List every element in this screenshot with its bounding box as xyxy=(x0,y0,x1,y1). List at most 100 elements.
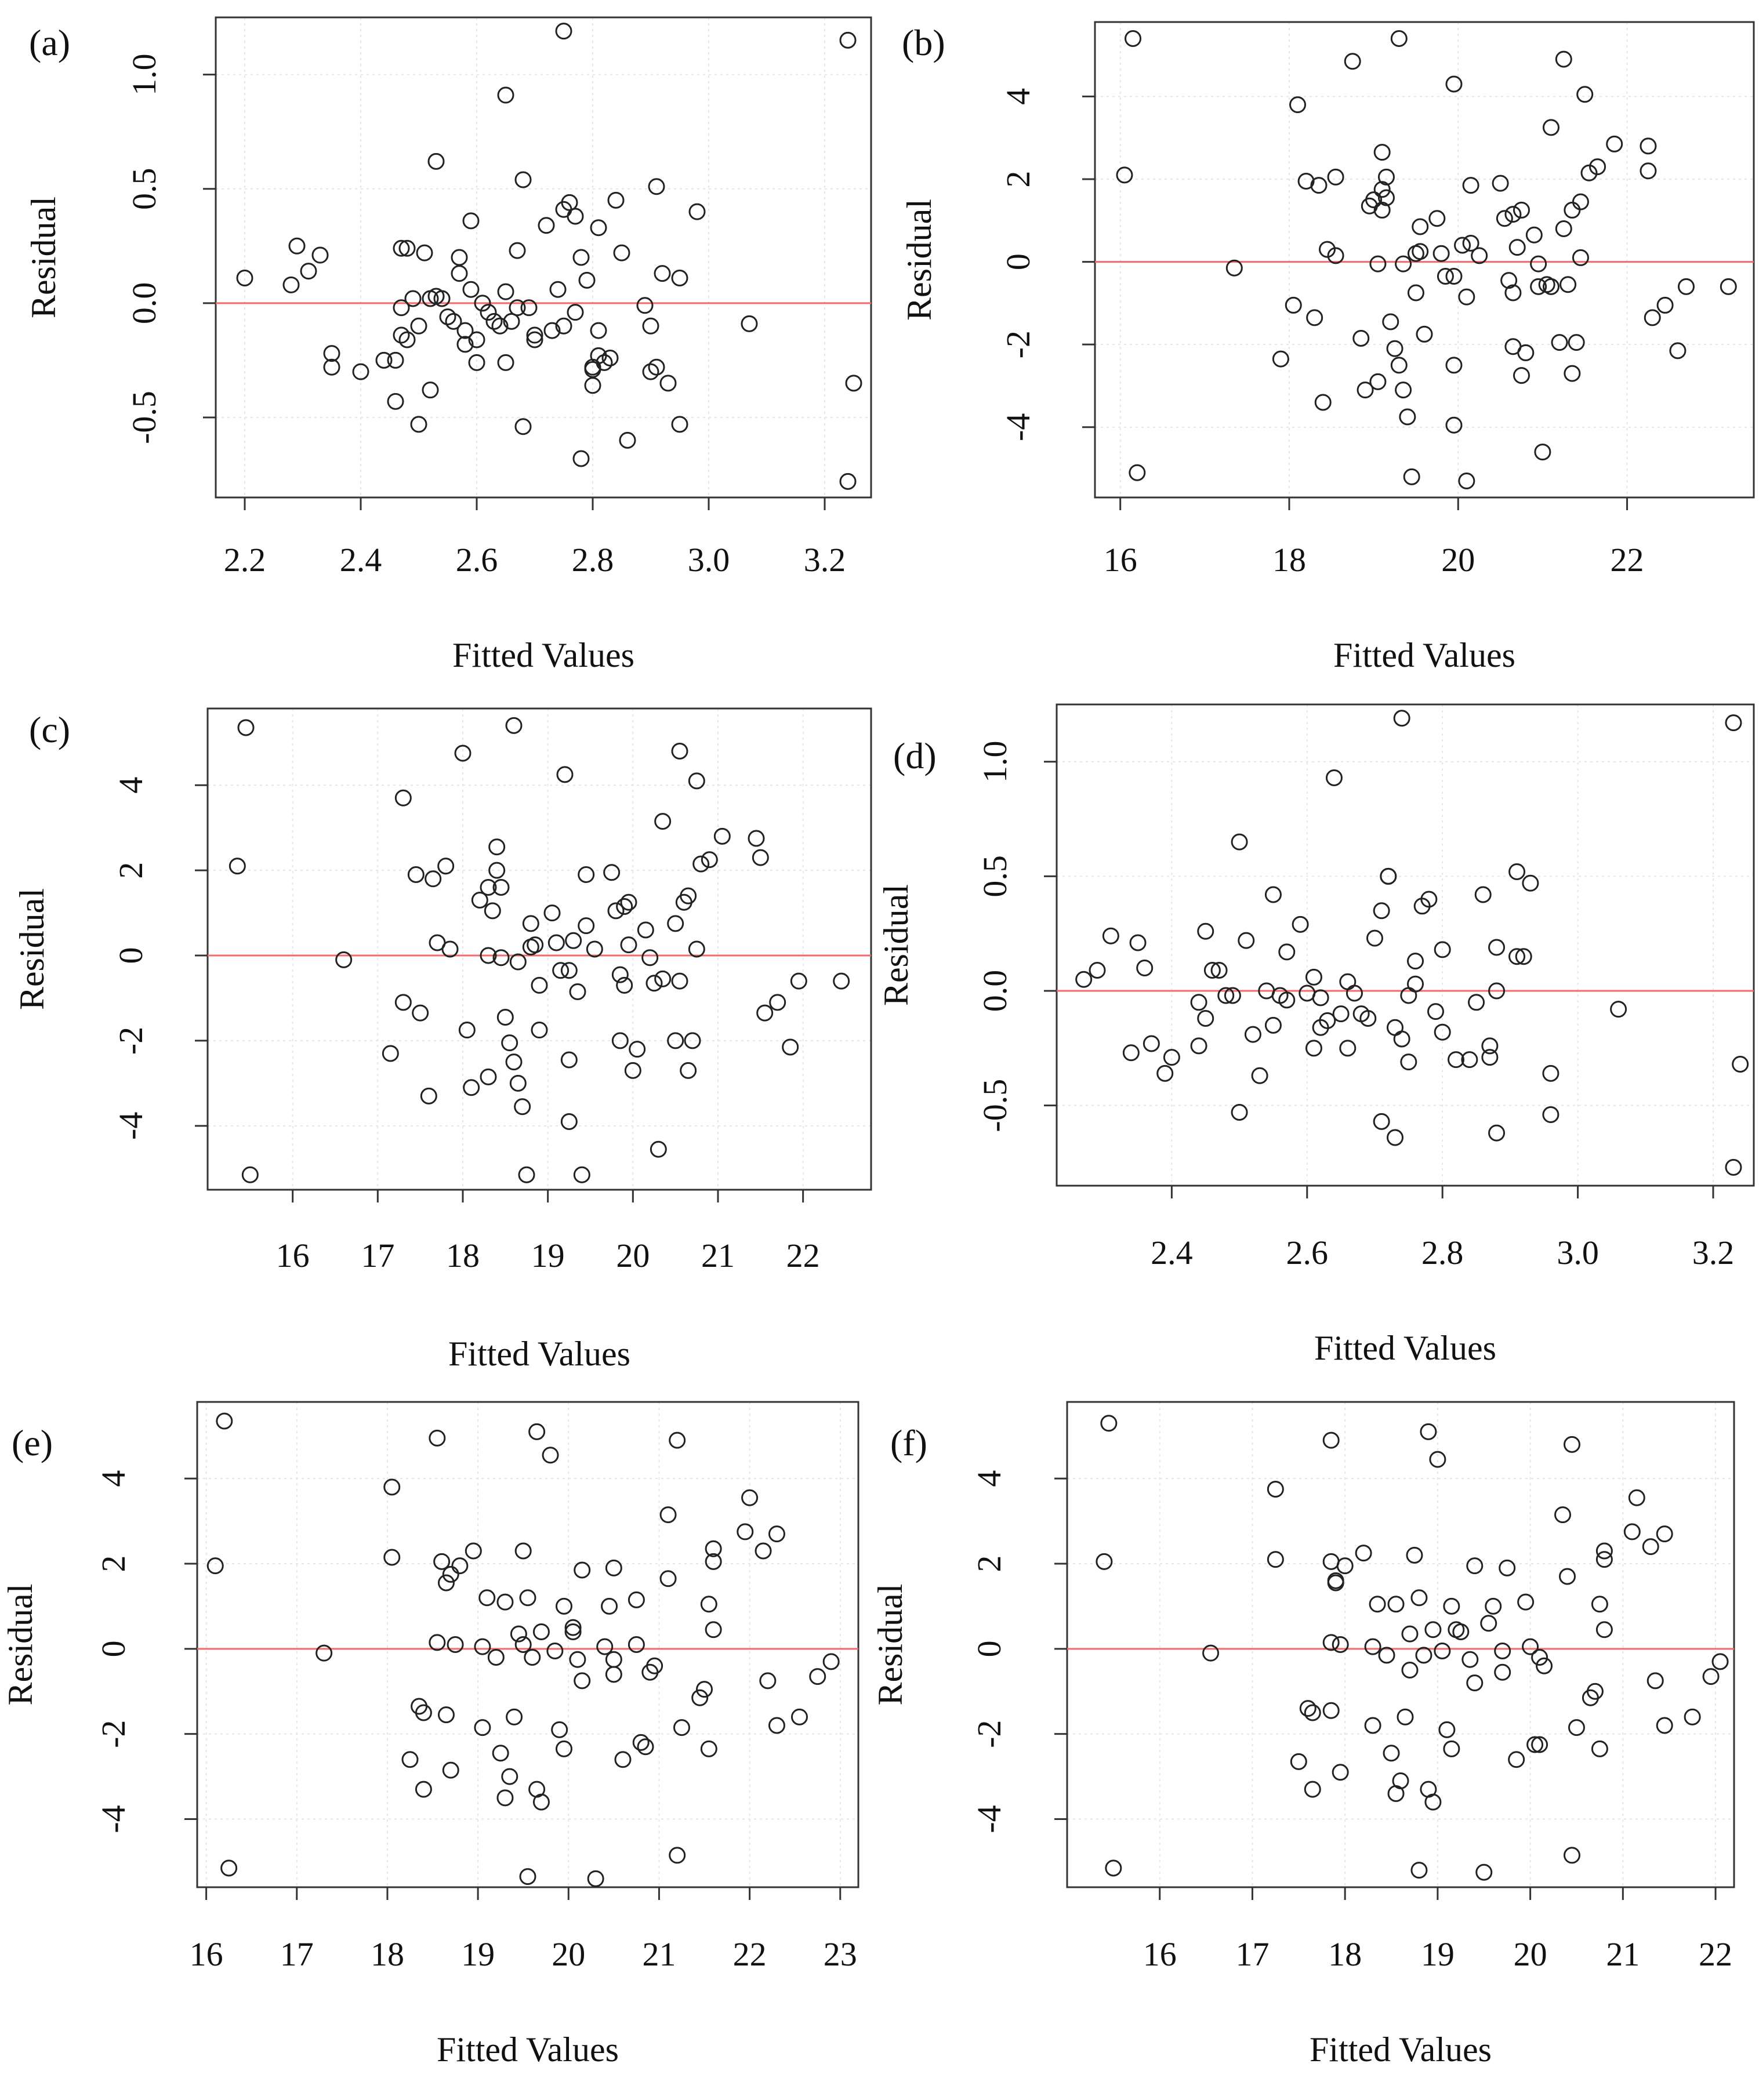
data-point xyxy=(1386,1019,1403,1036)
data-point xyxy=(741,315,758,332)
data-point xyxy=(1125,30,1142,48)
data-point xyxy=(1305,1040,1322,1057)
data-point xyxy=(1116,166,1133,184)
data-point xyxy=(650,1140,667,1158)
data-point xyxy=(1355,1545,1372,1562)
data-point xyxy=(713,827,731,845)
data-point xyxy=(671,742,688,760)
data-point xyxy=(551,1721,568,1738)
data-point xyxy=(607,902,625,920)
data-point xyxy=(509,1074,527,1092)
data-point xyxy=(1471,247,1488,264)
data-point xyxy=(465,1542,482,1560)
data-point xyxy=(462,281,480,298)
x-tick-label: 16 xyxy=(1104,541,1137,579)
data-point xyxy=(669,1847,686,1864)
data-point xyxy=(1380,867,1397,885)
data-point xyxy=(1399,408,1416,426)
data-point xyxy=(526,326,543,344)
data-point xyxy=(442,1565,459,1583)
data-point xyxy=(1628,1489,1645,1506)
data-point xyxy=(514,1636,532,1653)
data-point xyxy=(1203,961,1221,979)
data-point xyxy=(1336,1557,1354,1575)
data-point xyxy=(416,244,433,261)
data-point xyxy=(1568,1719,1585,1736)
data-point xyxy=(1434,941,1451,958)
data-point xyxy=(437,858,455,875)
data-point xyxy=(437,1706,455,1724)
x-tick-label: 3.0 xyxy=(688,541,730,579)
data-point xyxy=(501,1768,518,1785)
data-point xyxy=(673,1719,690,1736)
data-point xyxy=(237,719,255,736)
x-tick-label: 21 xyxy=(701,1237,735,1274)
data-point xyxy=(468,331,485,348)
data-point xyxy=(1339,973,1357,990)
data-point xyxy=(1677,278,1695,295)
data-point xyxy=(569,1651,586,1668)
data-point xyxy=(394,789,412,806)
data-point xyxy=(488,862,506,879)
data-point xyxy=(560,1051,578,1069)
data-point xyxy=(474,1719,491,1736)
data-point xyxy=(383,1549,401,1566)
data-point xyxy=(601,349,619,366)
data-point xyxy=(1393,1030,1410,1048)
data-point xyxy=(1345,984,1363,1002)
x-tick-label: 2.4 xyxy=(1151,1234,1193,1271)
data-point xyxy=(701,851,718,869)
data-point xyxy=(1526,1736,1544,1753)
y-tick-label: -4 xyxy=(95,1805,132,1833)
data-point xyxy=(839,31,857,49)
data-point xyxy=(497,354,514,371)
data-point xyxy=(790,972,807,990)
data-point xyxy=(1412,243,1429,260)
data-point xyxy=(546,1643,564,1660)
data-point xyxy=(1327,1572,1344,1589)
data-point xyxy=(1424,1793,1442,1811)
x-tick-label: 2.6 xyxy=(1286,1234,1329,1271)
data-point xyxy=(590,322,607,339)
x-tick-label: 16 xyxy=(1143,1935,1177,1973)
data-point xyxy=(1395,255,1412,273)
data-point xyxy=(1576,86,1594,103)
data-point xyxy=(556,766,574,783)
data-point xyxy=(605,1559,622,1576)
data-point xyxy=(616,976,633,994)
data-point xyxy=(514,418,532,435)
data-point xyxy=(1669,342,1687,359)
x-tick-label: 2.8 xyxy=(1421,1234,1464,1271)
data-point xyxy=(1656,1525,1673,1543)
data-point xyxy=(1312,989,1329,1007)
data-point xyxy=(659,1570,677,1587)
data-point xyxy=(1412,218,1429,235)
y-axis-title: Residual xyxy=(877,884,915,1006)
data-point xyxy=(1310,177,1328,194)
data-point xyxy=(614,1751,632,1768)
data-point xyxy=(1606,135,1623,152)
data-point xyxy=(480,947,497,964)
data-point xyxy=(236,269,253,286)
data-point xyxy=(519,1589,536,1607)
data-point xyxy=(1499,1559,1516,1576)
data-point xyxy=(1392,1772,1409,1789)
data-point xyxy=(596,354,613,371)
data-point xyxy=(1530,278,1547,295)
data-point xyxy=(1272,350,1289,368)
x-tick-label: 18 xyxy=(446,1237,480,1274)
data-point xyxy=(441,940,459,958)
data-point xyxy=(1407,975,1424,993)
data-point xyxy=(506,1708,523,1725)
data-point xyxy=(1267,1481,1284,1498)
data-point xyxy=(1551,334,1568,351)
data-point xyxy=(628,1591,645,1608)
data-point xyxy=(671,269,688,286)
data-point xyxy=(1390,357,1408,374)
data-point xyxy=(398,331,416,348)
x-tick-label: 16 xyxy=(276,1237,310,1274)
data-point xyxy=(1332,1764,1349,1781)
data-point xyxy=(1644,309,1661,326)
data-point xyxy=(605,1666,622,1683)
y-tick-label: -2 xyxy=(95,1720,132,1748)
